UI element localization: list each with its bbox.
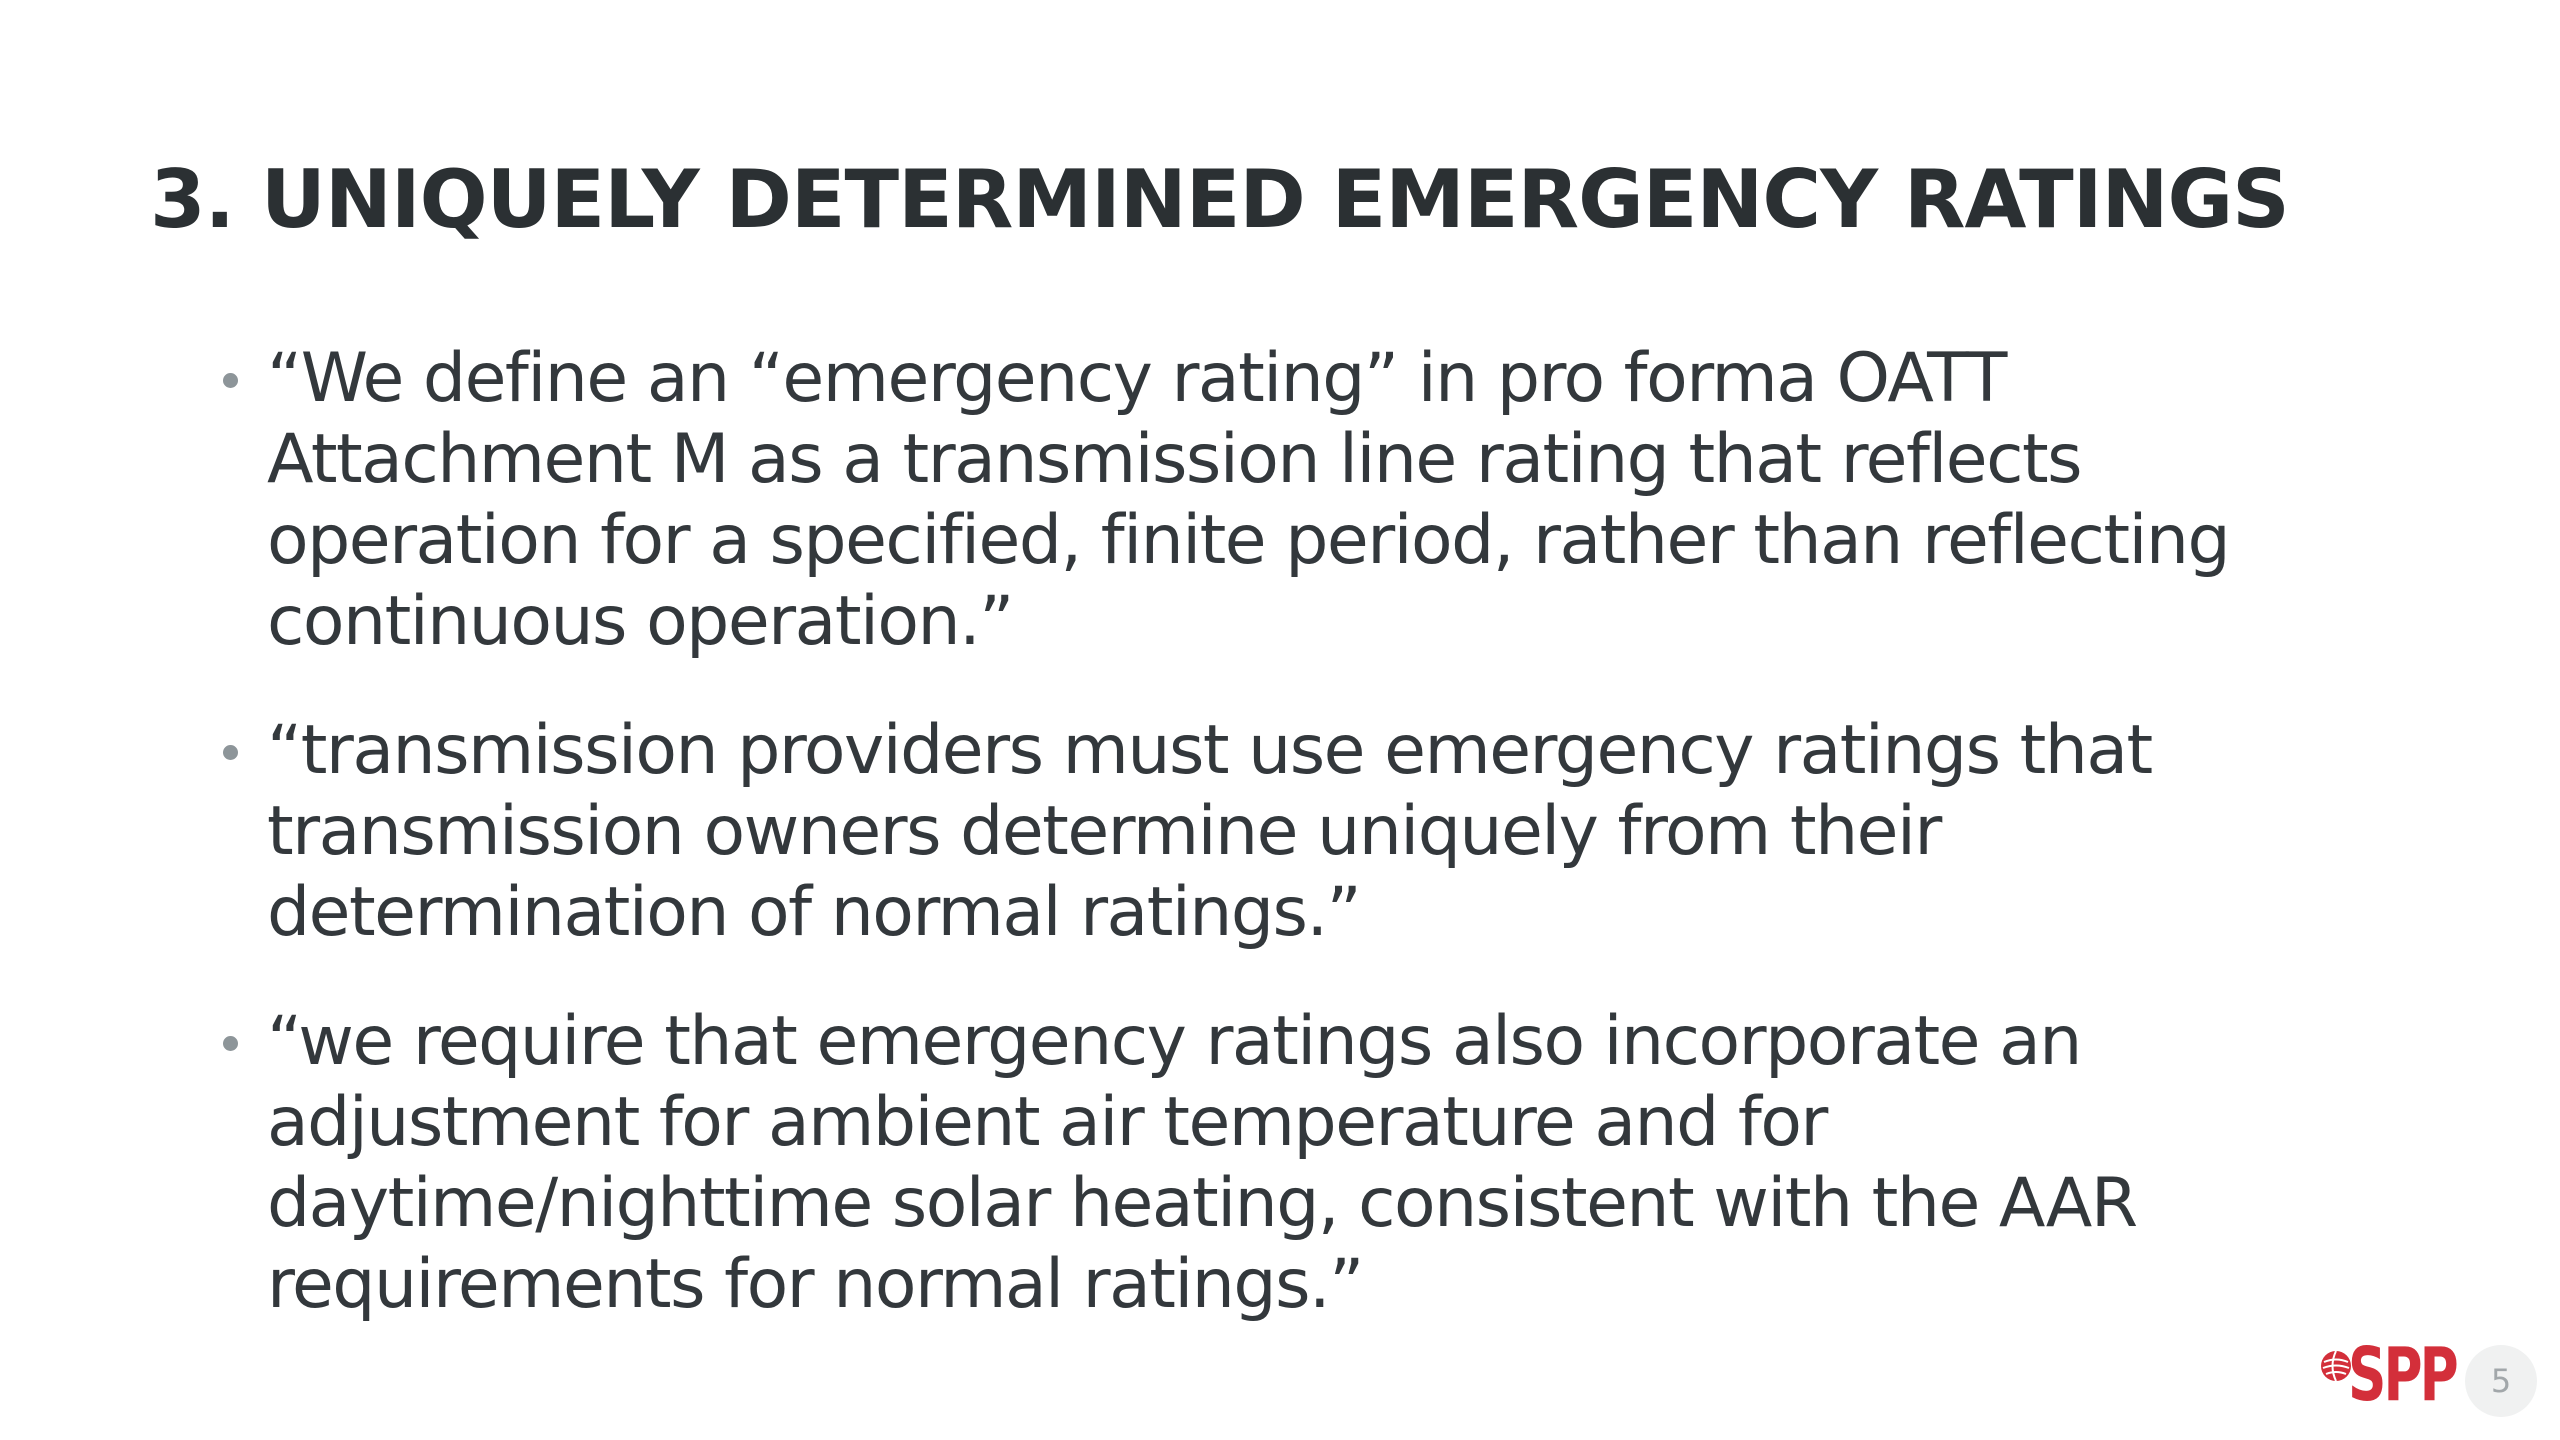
bullet-text: “We define an “emergency rating” in pro … — [267, 339, 2231, 661]
slide-title: 3. UNIQUELY DETERMINED EMERGENCY RATINGS — [150, 153, 2290, 246]
bullet-list: “We define an “emergency rating” in pro … — [215, 338, 2315, 1325]
globe-icon — [2321, 1350, 2351, 1382]
bullet-item: “transmission providers must use emergen… — [215, 710, 2315, 953]
page-number-badge: 5 — [2465, 1345, 2537, 1417]
bullet-dot-icon — [223, 1036, 238, 1051]
bullet-dot-icon — [223, 745, 238, 760]
page-number: 5 — [2490, 1362, 2512, 1400]
bullet-item: “We define an “emergency rating” in pro … — [215, 338, 2315, 662]
bullet-text: “transmission providers must use emergen… — [267, 711, 2153, 952]
bullet-dot-icon — [223, 373, 238, 388]
spp-logo: SPP — [2318, 1332, 2459, 1420]
bullet-item: “we require that emergency ratings also … — [215, 1001, 2315, 1325]
bullet-text: “we require that emergency ratings also … — [267, 1002, 2138, 1324]
logo-text: SPP — [2348, 1332, 2459, 1418]
